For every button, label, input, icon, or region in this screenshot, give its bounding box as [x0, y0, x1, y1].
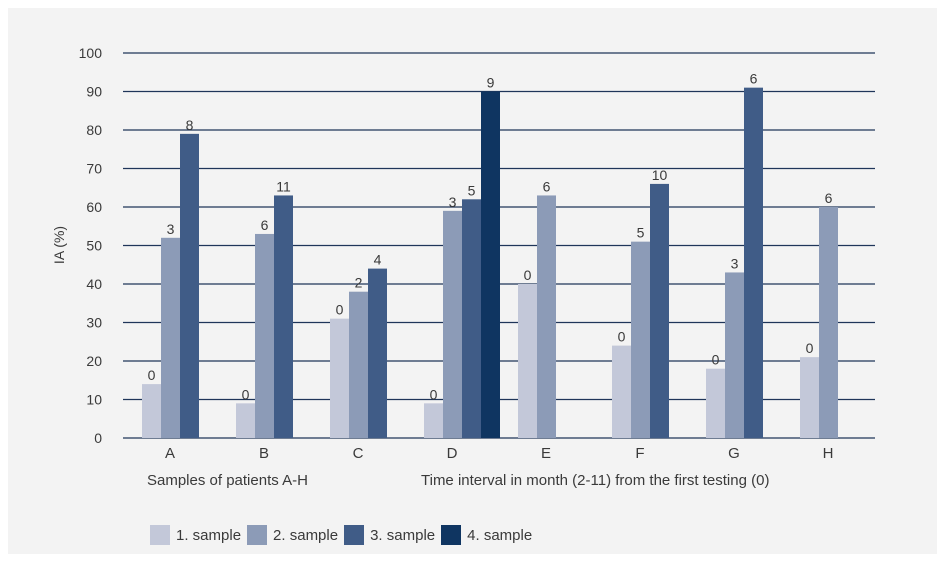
- bar-B-s3: [274, 195, 293, 438]
- x-tick-label: G: [728, 445, 740, 462]
- data-label: 0: [148, 367, 156, 383]
- data-label: 0: [430, 386, 438, 402]
- data-label: 5: [637, 225, 645, 241]
- data-label: 0: [242, 386, 250, 402]
- legend-item: 2. sample: [247, 525, 338, 545]
- y-tick-label: 60: [86, 199, 102, 215]
- interval-note: Time interval in month (2-11) from the f…: [421, 472, 770, 489]
- x-tick-label: A: [165, 445, 175, 462]
- legend-item: 1. sample: [150, 525, 241, 545]
- bar-D-s4: [481, 91, 500, 438]
- legend-label: 3. sample: [370, 526, 436, 544]
- bar-D-s2: [443, 210, 462, 438]
- x-tick-label: D: [447, 445, 458, 462]
- bar-G-s2: [725, 272, 744, 438]
- bar-C-s3: [368, 268, 387, 438]
- bar-F-s1: [612, 345, 631, 438]
- x-tick-label: C: [353, 445, 364, 462]
- data-label: 6: [825, 190, 833, 206]
- bar-B-s2: [255, 233, 274, 438]
- data-label: 9: [487, 75, 495, 91]
- bar-A-s1: [142, 384, 161, 438]
- legend-swatch: [247, 525, 268, 545]
- bar-D-s3: [462, 199, 481, 438]
- bar-G-s3: [744, 87, 763, 439]
- bar-B-s1: [236, 403, 255, 438]
- data-label: 6: [750, 71, 758, 87]
- data-label: 0: [618, 329, 626, 345]
- bar-E-s1: [518, 284, 537, 438]
- data-label: 8: [186, 117, 194, 133]
- y-axis-label: IA (%): [51, 226, 67, 264]
- bar-H-s2: [819, 207, 838, 438]
- y-tick-label: 20: [86, 353, 102, 369]
- data-label: 6: [543, 178, 551, 194]
- y-tick-label: 40: [86, 276, 102, 292]
- data-label: 0: [806, 340, 814, 356]
- bar-H-s1: [800, 357, 819, 438]
- data-label: 3: [449, 194, 457, 210]
- data-label: 6: [261, 217, 269, 233]
- legend-label: 4. sample: [467, 526, 533, 544]
- legend-swatch: [150, 525, 170, 545]
- data-label: 10: [652, 167, 668, 183]
- bar-A-s2: [161, 237, 180, 438]
- data-label: 0: [524, 267, 532, 283]
- bar-A-s3: [180, 133, 199, 438]
- bar-D-s1: [424, 403, 443, 438]
- data-label: 3: [731, 255, 739, 271]
- y-tick-label: 100: [79, 45, 103, 61]
- data-label: 2: [355, 275, 363, 291]
- y-tick-label: 90: [86, 84, 102, 100]
- data-label: 0: [336, 302, 344, 318]
- bar-G-s1: [706, 368, 725, 438]
- bar-C-s2: [349, 291, 368, 438]
- x-tick-label: E: [541, 445, 551, 462]
- y-tick-label: 70: [86, 161, 102, 177]
- y-tick-label: 0: [94, 430, 102, 446]
- legend-swatch: [344, 525, 365, 545]
- legend-swatch: [441, 525, 462, 545]
- legend-label: 2. sample: [273, 526, 339, 544]
- y-tick-label: 30: [86, 315, 102, 331]
- samples-note: Samples of patients A-H: [147, 472, 308, 489]
- y-tick-label: 80: [86, 122, 102, 138]
- legend-label: 1. sample: [176, 526, 242, 544]
- bar-F-s2: [631, 241, 650, 438]
- x-tick-label: B: [259, 445, 269, 462]
- data-label: 5: [468, 182, 476, 198]
- bar-F-s3: [650, 183, 669, 438]
- data-label: 0: [712, 352, 720, 368]
- y-tick-label: 50: [86, 238, 102, 254]
- data-label: 4: [374, 252, 382, 268]
- legend: 1. sample 2. sample 3. sample 4. sample: [150, 525, 538, 545]
- y-tick-label: 10: [86, 392, 102, 408]
- data-label: 11: [276, 178, 291, 194]
- legend-item: 4. sample: [441, 525, 532, 545]
- x-tick-label: F: [635, 445, 644, 462]
- x-tick-label: H: [823, 445, 834, 462]
- bar-C-s1: [330, 318, 349, 438]
- legend-item: 3. sample: [344, 525, 435, 545]
- bar-E-s2: [537, 195, 556, 438]
- data-label: 3: [167, 221, 175, 237]
